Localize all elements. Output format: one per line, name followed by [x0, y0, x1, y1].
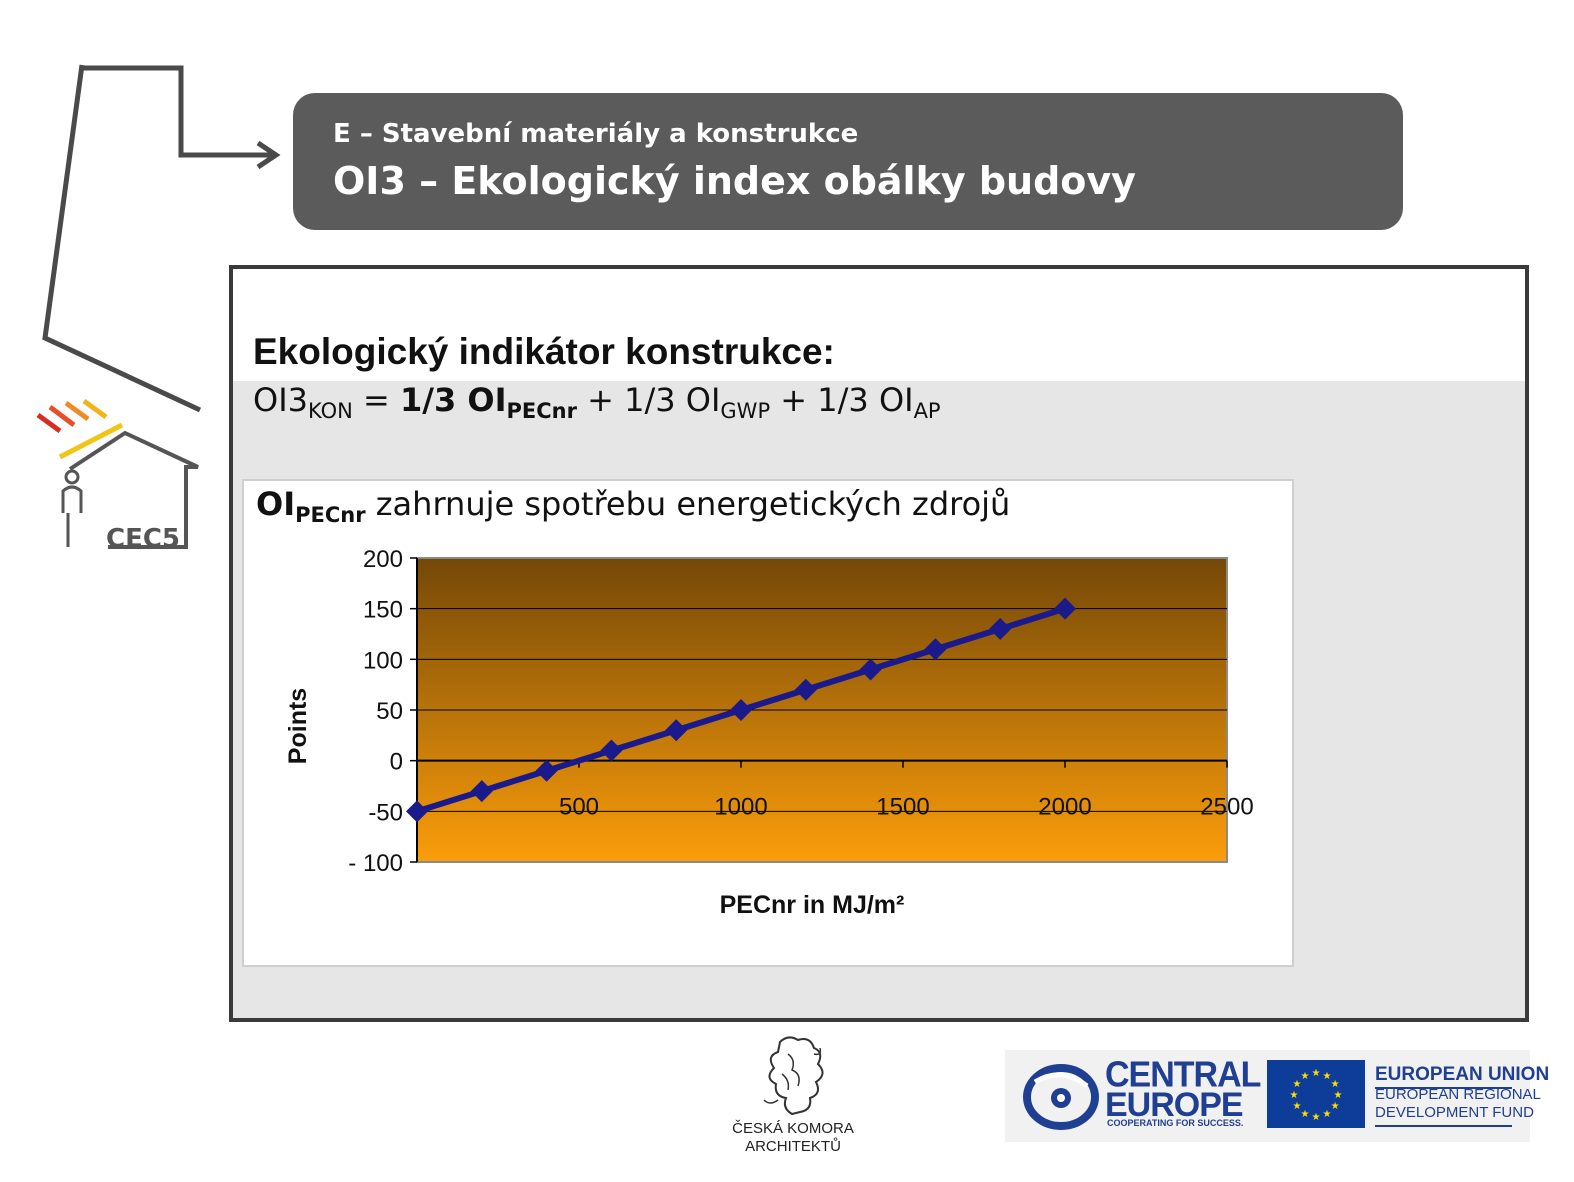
y-axis-label: Points [284, 688, 312, 764]
eu-star: ★ [1292, 1079, 1301, 1090]
eu-star: ★ [1323, 1071, 1332, 1082]
eu-star: ★ [1323, 1109, 1332, 1120]
x-tick-label: 2500 [1200, 794, 1253, 821]
eu-star: ★ [1334, 1090, 1343, 1101]
y-tick-label: 0 [390, 749, 403, 776]
x-tick-label: 1500 [876, 794, 929, 821]
decorative-bracket [42, 64, 281, 413]
data-point [794, 678, 817, 701]
data-point [470, 780, 493, 803]
content-frame: Ekologický indikátor konstrukce: OI3KON … [229, 265, 1529, 1022]
eu-star: ★ [1301, 1109, 1310, 1120]
y-tick-label: 150 [363, 597, 403, 624]
formula-lhs: OI3 [253, 381, 308, 419]
funding-logos: CENTRAL EUROPE COOPERATING FOR SUCCESS. … [1005, 1050, 1549, 1142]
x-axis-label: PECnr in MJ/m² [720, 891, 905, 919]
lion-emblem-icon [763, 1036, 824, 1116]
data-point [406, 800, 428, 823]
central-europe-line2: EUROPE [1105, 1086, 1244, 1124]
cka-logo: ČESKÁ KOMORA ARCHITEKTŮ [718, 1034, 868, 1164]
chart-caption-rest: zahrnuje spotřebu energetických zdrojů [365, 485, 1011, 523]
chart-card: OIPECnr zahrnuje spotřebu energetických … [242, 479, 1294, 967]
formula: OI3KON = 1/3 OIPECnr + 1/3 OIGWP + 1/3 O… [253, 381, 941, 423]
formula-lhs-sub: KON [307, 399, 353, 423]
formula-term1: 1/3 OI [400, 381, 507, 419]
chart-caption-sub: PECnr [295, 503, 366, 527]
formula-term2: + 1/3 OI [576, 381, 721, 419]
data-point [1054, 597, 1076, 620]
x-tick-label: 1000 [714, 794, 767, 821]
section-heading: Ekologický indikátor konstrukce: [253, 331, 835, 372]
eu-star: ★ [1312, 1112, 1321, 1123]
data-point [730, 699, 752, 721]
formula-term3: + 1/3 OI [770, 381, 914, 419]
data-point [989, 617, 1012, 640]
x-tick-label: 500 [559, 794, 599, 821]
y-tick-label: 200 [363, 546, 403, 573]
eu-flag-icon: ★ ★ ★ ★ ★ ★ ★ ★ ★ ★ ★ ★ [1267, 1060, 1365, 1128]
central-europe-tagline: COOPERATING FOR SUCCESS. [1107, 1118, 1244, 1128]
data-point [859, 658, 882, 681]
eu-line2: EUROPEAN REGIONAL [1375, 1086, 1541, 1103]
eu-star: ★ [1301, 1071, 1310, 1082]
formula-eq: = [352, 381, 401, 419]
cka-name-line1: ČESKÁ KOMORA [732, 1120, 854, 1137]
eu-line1: EUROPEAN UNION [1375, 1064, 1550, 1085]
cka-name-line2: ARCHITEKTŮ [745, 1138, 841, 1155]
eu-rule-2 [1375, 1125, 1512, 1127]
y-tick-label: -50 [368, 799, 403, 826]
data-point [535, 759, 558, 782]
y-tick-label: 50 [376, 698, 403, 725]
eu-star: ★ [1331, 1079, 1340, 1090]
chart-caption-bold: OI [256, 485, 296, 523]
data-point [924, 638, 947, 661]
formula-term1-sub: PECnr [506, 399, 577, 423]
eu-star: ★ [1312, 1068, 1321, 1079]
cec5-logo: CEC5 [36, 398, 199, 554]
eu-star: ★ [1292, 1101, 1301, 1112]
header-subtitle: E – Stavební materiály a konstrukce [333, 119, 859, 149]
formula-term3-sub: AP [913, 399, 941, 423]
x-tick-label: 2000 [1038, 794, 1091, 821]
eu-rule-1 [1375, 1087, 1512, 1089]
y-tick-label: 100 [363, 647, 403, 674]
chart-caption: OIPECnr zahrnuje spotřebu energetických … [256, 485, 1010, 527]
cec5-logo-text: CEC5 [106, 524, 180, 554]
eu-line3: DEVELOPMENT FUND [1375, 1104, 1534, 1121]
data-point [600, 739, 623, 762]
content-top-band [233, 269, 1525, 381]
eu-star: ★ [1331, 1101, 1340, 1112]
eu-star: ★ [1290, 1090, 1299, 1101]
central-europe-swirl-icon [1023, 1064, 1099, 1130]
central-europe-line1: CENTRAL [1105, 1055, 1261, 1095]
y-tick-label: - 100 [348, 850, 403, 877]
header-title: OI3 – Ekologický index obálky budovy [333, 159, 1136, 203]
header-banner: E – Stavební materiály a konstrukce OI3 … [293, 93, 1403, 230]
data-point [665, 719, 688, 742]
formula-term2-sub: GWP [720, 399, 771, 423]
